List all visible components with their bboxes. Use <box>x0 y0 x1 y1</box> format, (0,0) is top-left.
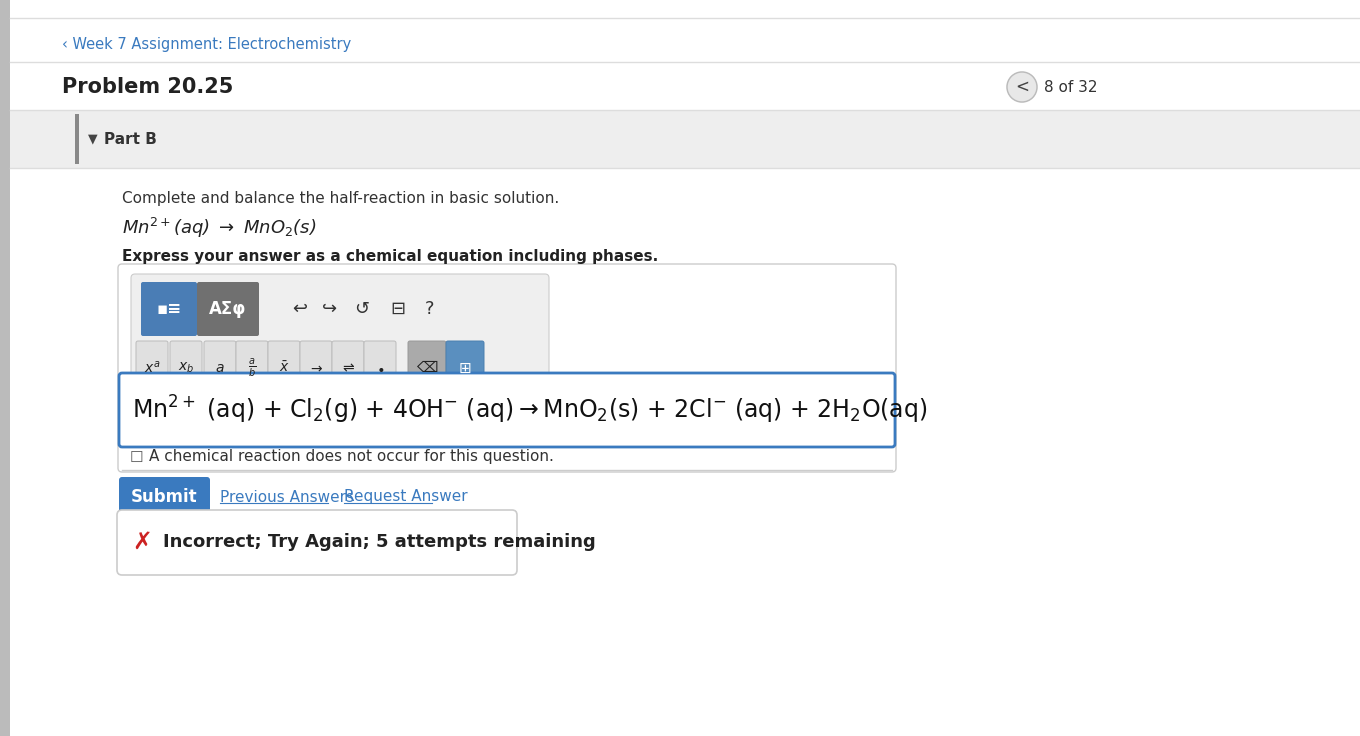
Text: $\bar{x}$: $\bar{x}$ <box>279 361 290 375</box>
FancyBboxPatch shape <box>170 341 203 395</box>
FancyBboxPatch shape <box>141 282 197 336</box>
Text: Mn$^{2+}$(aq) $\rightarrow$ MnO$_2$(s): Mn$^{2+}$(aq) $\rightarrow$ MnO$_2$(s) <box>122 216 317 240</box>
Text: $x^a$: $x^a$ <box>144 360 160 376</box>
FancyBboxPatch shape <box>118 264 896 472</box>
FancyBboxPatch shape <box>131 274 549 412</box>
FancyBboxPatch shape <box>120 477 209 517</box>
FancyBboxPatch shape <box>136 341 169 395</box>
FancyBboxPatch shape <box>10 168 1360 736</box>
Text: $\bullet$: $\bullet$ <box>375 361 384 375</box>
Circle shape <box>1006 72 1036 102</box>
Text: AΣφ: AΣφ <box>209 300 246 318</box>
Text: Problem 20.25: Problem 20.25 <box>63 77 234 97</box>
Text: Incorrect; Try Again; 5 attempts remaining: Incorrect; Try Again; 5 attempts remaini… <box>163 533 596 551</box>
Text: A chemical reaction does not occur for this question.: A chemical reaction does not occur for t… <box>150 450 554 464</box>
Text: ▼: ▼ <box>88 132 98 146</box>
FancyBboxPatch shape <box>237 341 268 395</box>
FancyBboxPatch shape <box>332 341 364 395</box>
Text: ⊞: ⊞ <box>458 361 472 375</box>
FancyBboxPatch shape <box>139 282 541 338</box>
Text: ⊟: ⊟ <box>390 300 405 318</box>
FancyBboxPatch shape <box>301 341 332 395</box>
FancyBboxPatch shape <box>0 0 10 736</box>
FancyBboxPatch shape <box>364 341 396 395</box>
Text: ‹ Week 7 Assignment: Electrochemistry: ‹ Week 7 Assignment: Electrochemistry <box>63 37 351 52</box>
Text: 8 of 32: 8 of 32 <box>1044 79 1098 94</box>
FancyBboxPatch shape <box>446 341 484 395</box>
Text: ▪≡: ▪≡ <box>156 300 182 318</box>
Text: $\rightleftharpoons$: $\rightleftharpoons$ <box>340 361 356 375</box>
Text: Previous Answers: Previous Answers <box>220 489 354 504</box>
FancyBboxPatch shape <box>197 282 258 336</box>
Text: $x_b$: $x_b$ <box>178 361 194 375</box>
Text: ⌫: ⌫ <box>416 361 438 375</box>
Text: ✗: ✗ <box>132 530 152 554</box>
Text: Request Answer: Request Answer <box>344 489 468 504</box>
FancyBboxPatch shape <box>204 341 237 395</box>
Text: Express your answer as a chemical equation including phases.: Express your answer as a chemical equati… <box>122 249 658 263</box>
Text: ?: ? <box>426 300 435 318</box>
Text: $a$: $a$ <box>215 361 224 375</box>
FancyBboxPatch shape <box>75 114 79 164</box>
FancyBboxPatch shape <box>139 340 541 400</box>
Text: Part B: Part B <box>103 132 156 146</box>
Text: ↩: ↩ <box>292 300 307 318</box>
Text: $\frac{a}{b}$: $\frac{a}{b}$ <box>248 357 256 379</box>
Text: ↪: ↪ <box>322 300 337 318</box>
Text: ↺: ↺ <box>355 300 370 318</box>
Text: <: < <box>1015 78 1030 96</box>
FancyBboxPatch shape <box>10 110 1360 168</box>
Text: Complete and balance the half-reaction in basic solution.: Complete and balance the half-reaction i… <box>122 191 559 205</box>
FancyBboxPatch shape <box>408 341 446 395</box>
Text: ☐: ☐ <box>131 450 144 464</box>
FancyBboxPatch shape <box>117 510 517 575</box>
Text: $\rightarrow$: $\rightarrow$ <box>309 361 324 375</box>
Text: Submit: Submit <box>131 488 197 506</box>
FancyBboxPatch shape <box>268 341 301 395</box>
Text: Mn$^{2+}$ (aq) + Cl$_2$(g) + 4OH$^{-}$ (aq)$\rightarrow$MnO$_2$(s) + 2Cl$^{-}$ (: Mn$^{2+}$ (aq) + Cl$_2$(g) + 4OH$^{-}$ (… <box>132 394 928 426</box>
FancyBboxPatch shape <box>120 373 895 447</box>
